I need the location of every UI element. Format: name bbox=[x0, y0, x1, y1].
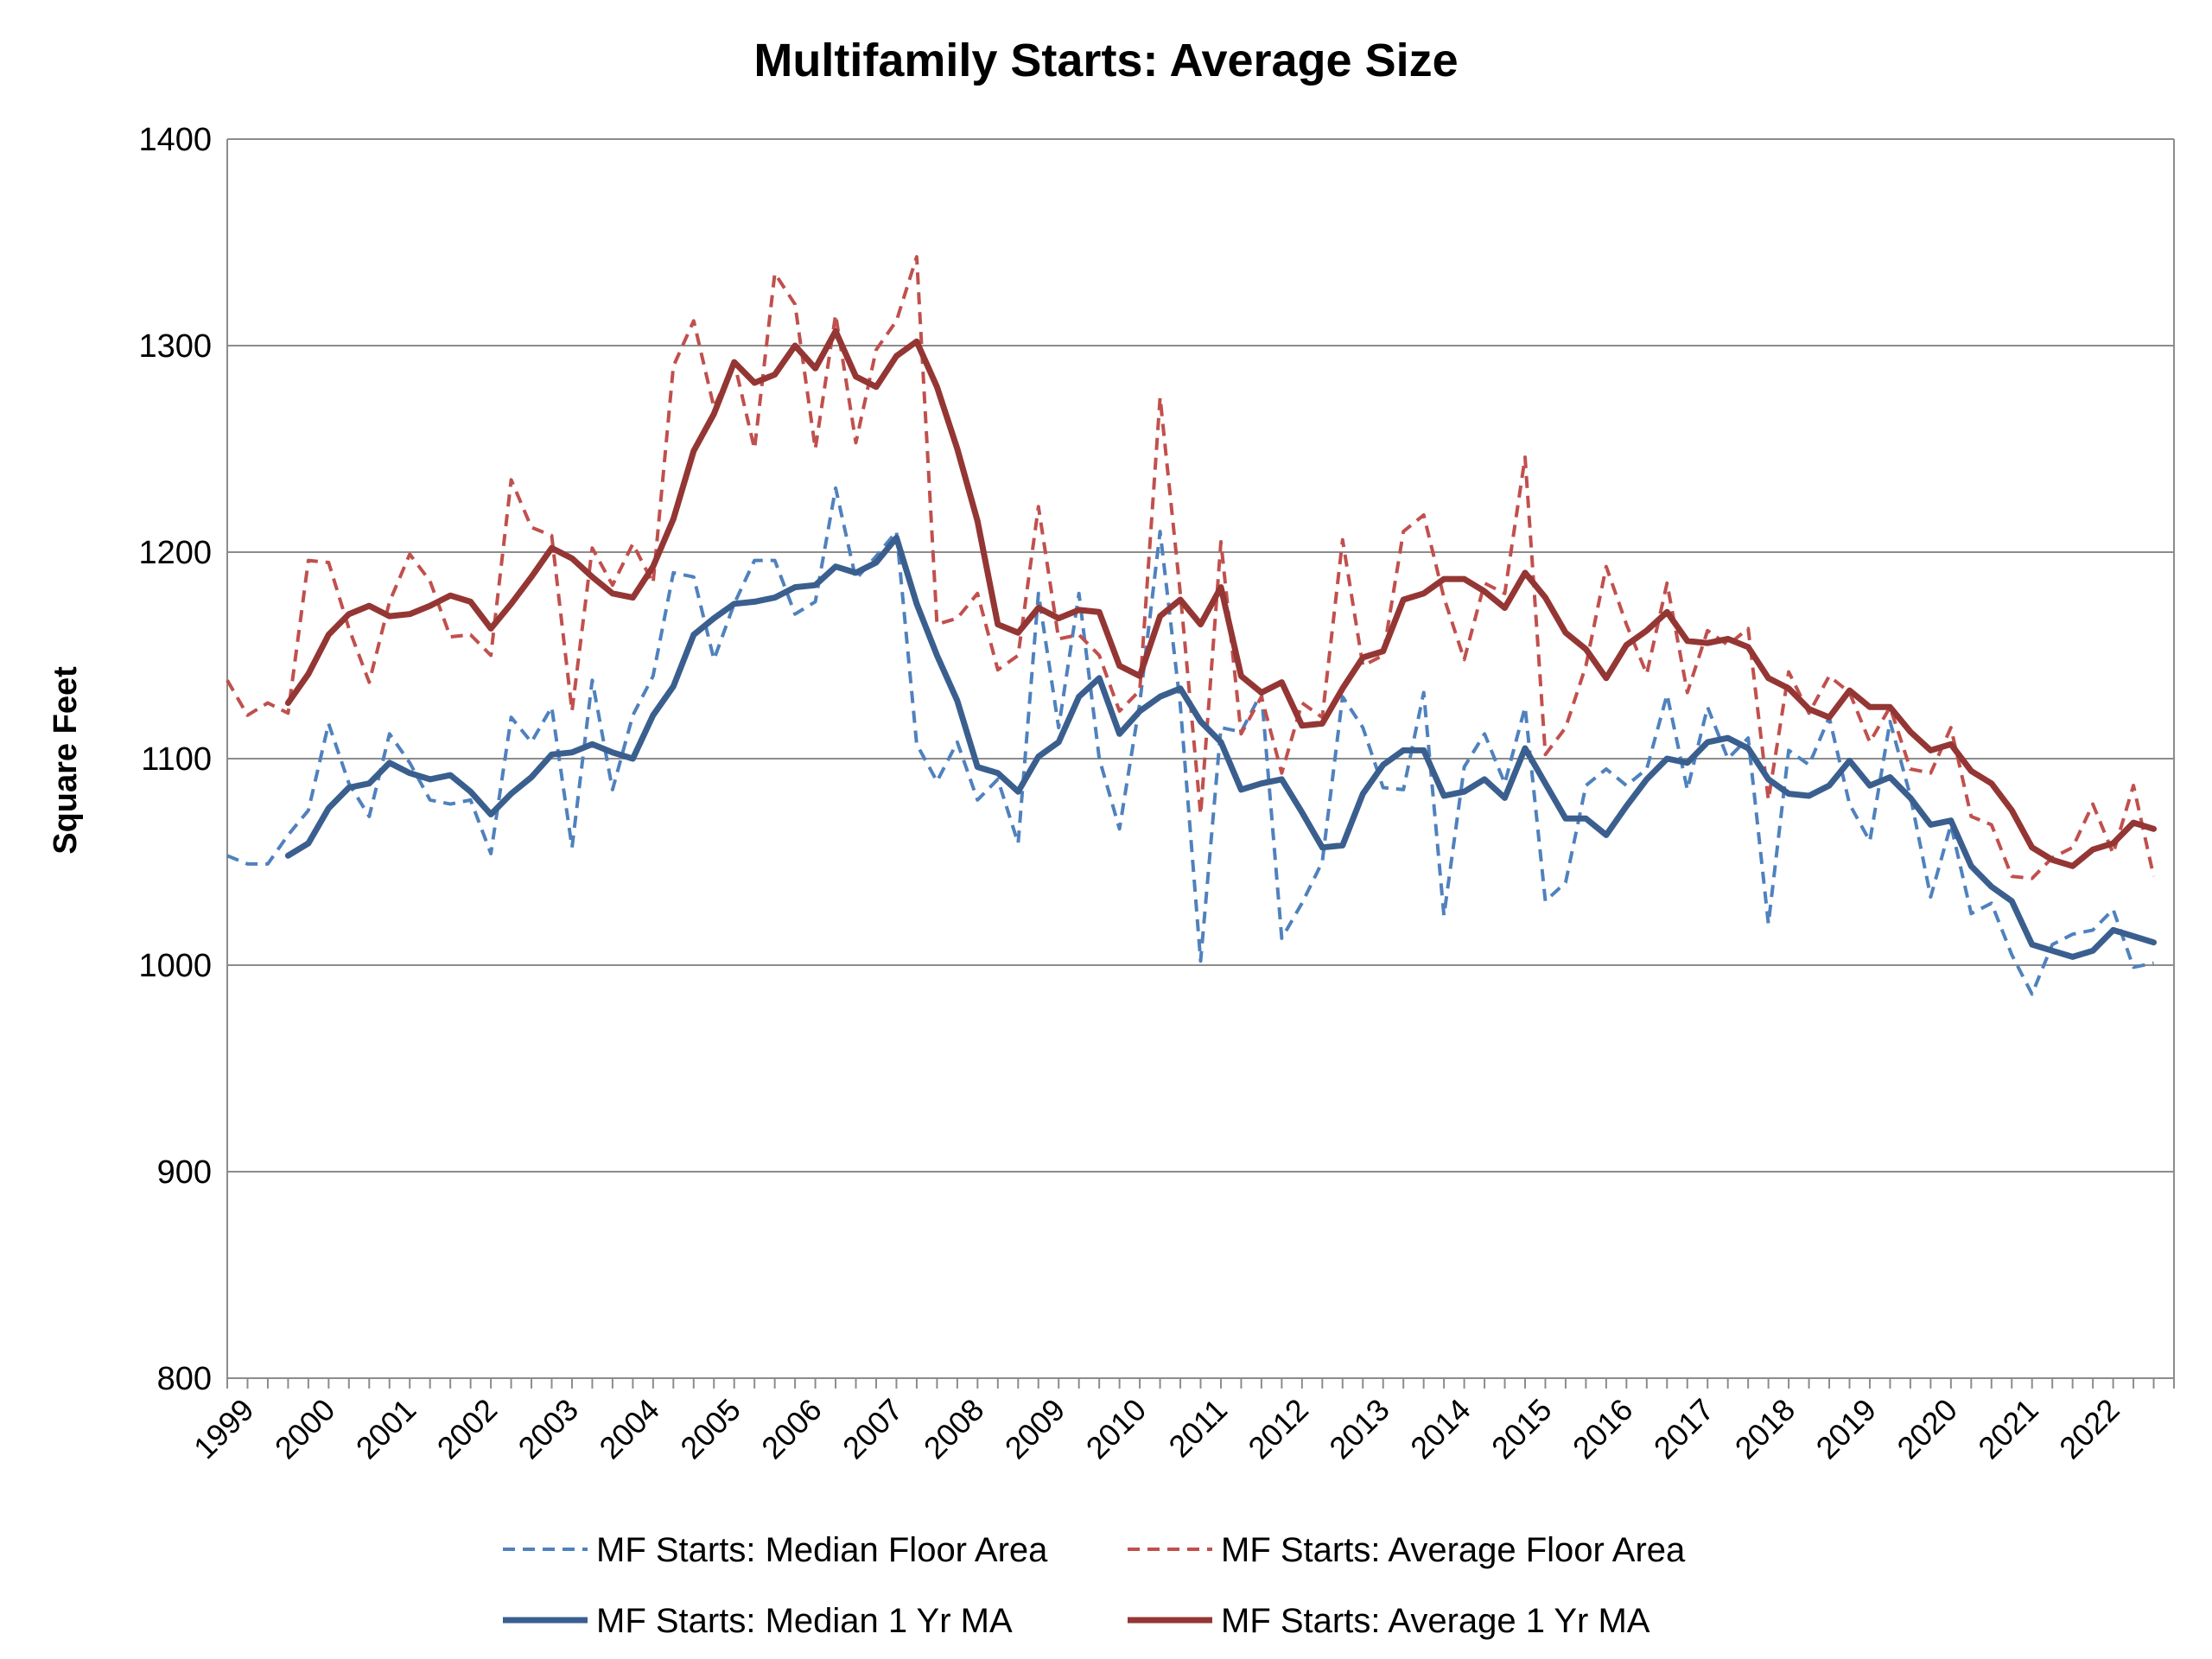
chart-title: Multifamily Starts: Average Size bbox=[753, 35, 1458, 86]
x-tick-label: 2013 bbox=[1322, 1392, 1396, 1466]
x-tick-label: 2008 bbox=[917, 1392, 991, 1466]
x-tick-label: 2020 bbox=[1890, 1392, 1964, 1466]
legend-label: MF Starts: Average Floor Area bbox=[1221, 1531, 1686, 1569]
series-lines bbox=[226, 255, 2157, 996]
x-tick-label: 1999 bbox=[187, 1392, 261, 1466]
legend: MF Starts: Median Floor Area MF Starts: A… bbox=[503, 1531, 1686, 1640]
x-tick-label: 2015 bbox=[1484, 1392, 1559, 1466]
x-tick-label: 2021 bbox=[1971, 1392, 2045, 1466]
y-tick-label: 1400 bbox=[138, 122, 212, 158]
y-tick-label: 1200 bbox=[138, 535, 212, 571]
y-tick-label: 800 bbox=[157, 1361, 212, 1397]
x-tick-label: 2019 bbox=[1809, 1392, 1884, 1466]
x-tick-label: 2011 bbox=[1161, 1392, 1234, 1465]
x-tick-label: 2010 bbox=[1079, 1392, 1154, 1466]
gridlines bbox=[227, 138, 2174, 1173]
legend-label: MF Starts: Median 1 Yr MA bbox=[596, 1602, 1013, 1640]
legend-label: MF Starts: Median Floor Area bbox=[596, 1531, 1048, 1569]
series-line-3 bbox=[284, 534, 2157, 960]
x-tick-label: 2012 bbox=[1241, 1392, 1315, 1466]
x-tick-label: 2001 bbox=[349, 1392, 423, 1466]
series-line-1 bbox=[226, 486, 2154, 996]
x-tick-label: 2022 bbox=[2052, 1392, 2126, 1466]
x-tick-label: 2017 bbox=[1647, 1392, 1721, 1466]
x-tick-label: 2007 bbox=[836, 1392, 910, 1466]
x-tick-label: 2004 bbox=[592, 1392, 666, 1466]
y-tick-label: 1000 bbox=[138, 948, 212, 984]
x-tick-label: 2005 bbox=[673, 1392, 747, 1466]
x-tick-label: 2002 bbox=[430, 1392, 505, 1466]
x-tick-label: 2003 bbox=[512, 1392, 586, 1466]
x-tick-label: 2000 bbox=[268, 1392, 342, 1466]
y-tick-label: 1300 bbox=[138, 328, 212, 365]
y-tick-label: 900 bbox=[157, 1154, 212, 1191]
series-line-4 bbox=[284, 327, 2157, 869]
x-tick-label: 2009 bbox=[998, 1392, 1072, 1466]
x-tick-label: 2014 bbox=[1403, 1392, 1478, 1466]
y-tick-label: 1100 bbox=[141, 741, 212, 778]
series-line-2 bbox=[226, 255, 2156, 880]
legend-label: MF Starts: Average 1 Yr MA bbox=[1221, 1602, 1650, 1640]
x-tick-label: 2006 bbox=[754, 1392, 829, 1466]
x-tick-label: 2016 bbox=[1566, 1392, 1640, 1466]
y-axis-label: Square Feet bbox=[48, 666, 84, 855]
x-tick-label: 2018 bbox=[1728, 1392, 1802, 1466]
